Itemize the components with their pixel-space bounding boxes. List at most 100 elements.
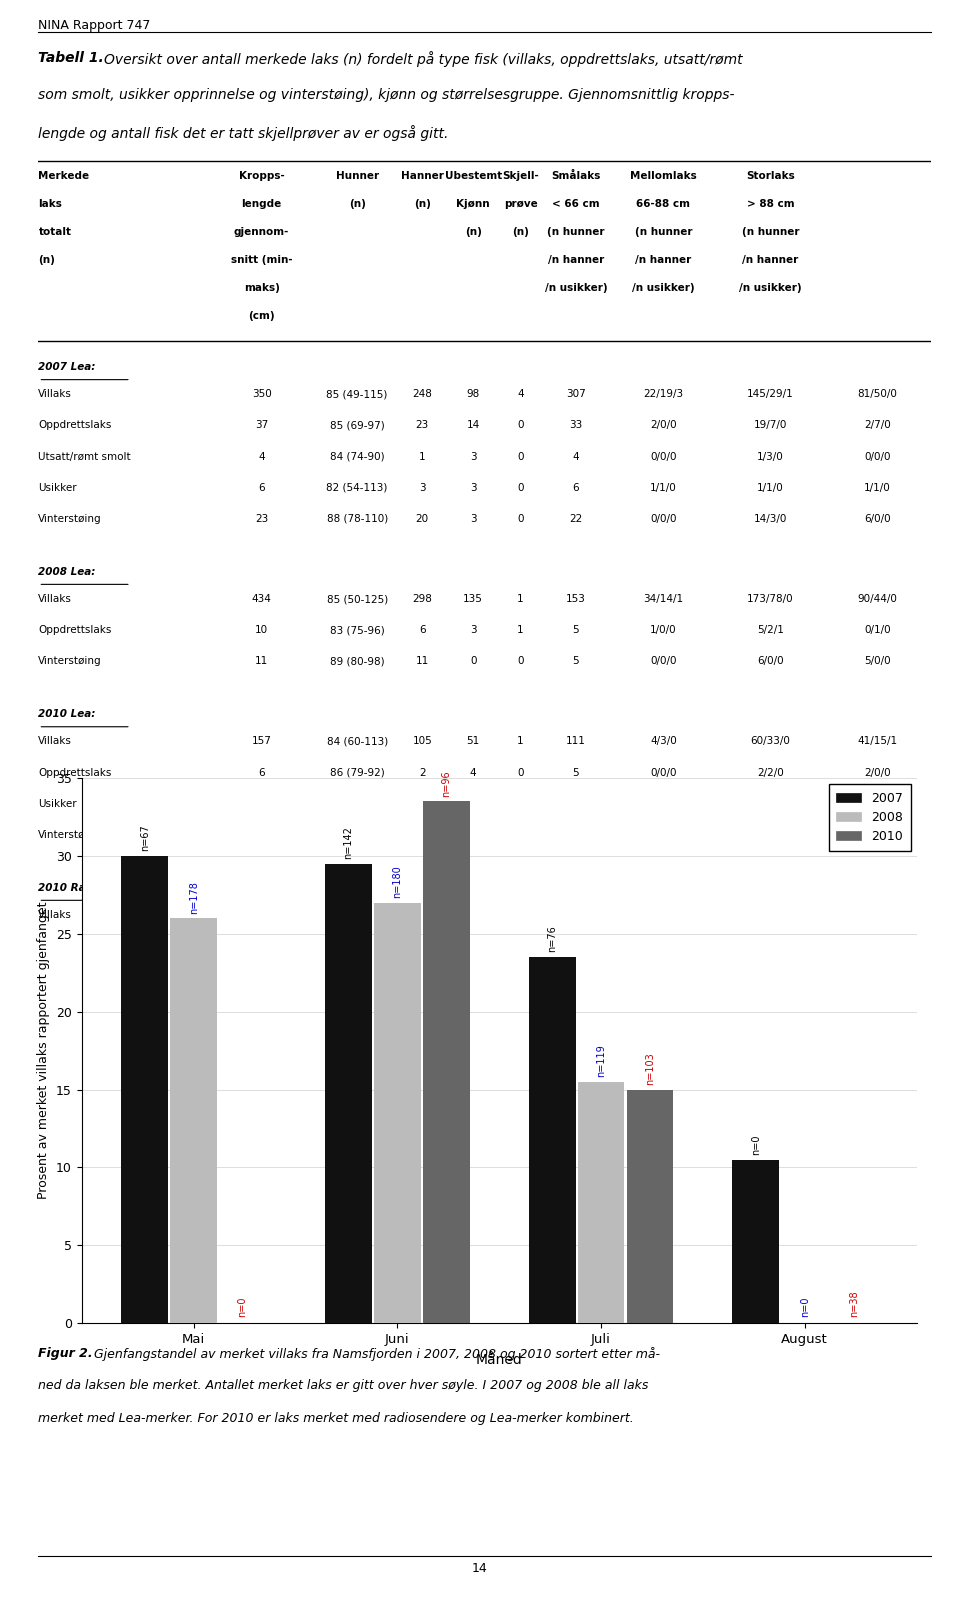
Text: n=103: n=103 <box>645 1052 655 1084</box>
Text: 0/0/0: 0/0/0 <box>650 656 677 666</box>
Text: 2010 Radio:: 2010 Radio: <box>38 882 108 892</box>
Text: 5: 5 <box>572 768 579 778</box>
X-axis label: Måned: Måned <box>476 1352 522 1367</box>
Text: 1/0/0: 1/0/0 <box>757 799 783 808</box>
Text: 6: 6 <box>258 768 265 778</box>
Text: merket med Lea-merker. For 2010 er laks merket med radiosendere og Lea-merker ko: merket med Lea-merker. For 2010 er laks … <box>38 1412 635 1424</box>
Text: 51: 51 <box>467 736 480 746</box>
Text: 0: 0 <box>875 829 881 840</box>
Text: 153: 153 <box>566 593 586 605</box>
Text: 0/0/0: 0/0/0 <box>864 452 891 462</box>
Text: maks): maks) <box>244 282 279 294</box>
Text: n=119: n=119 <box>596 1044 606 1078</box>
Text: 6: 6 <box>572 483 579 492</box>
Text: prøve: prøve <box>504 199 538 209</box>
Text: 0: 0 <box>470 829 476 840</box>
Text: 0: 0 <box>572 829 579 840</box>
Text: 84 (74-90): 84 (74-90) <box>330 452 384 462</box>
Text: 84 (60-113): 84 (60-113) <box>326 736 388 746</box>
Legend: 2007, 2008, 2010: 2007, 2008, 2010 <box>828 784 910 850</box>
Text: (n): (n) <box>348 199 366 209</box>
Text: 85 (50-125): 85 (50-125) <box>326 593 388 605</box>
Text: som smolt, usikker opprinnelse og vinterstøing), kjønn og størrelsesgruppe. Gjen: som smolt, usikker opprinnelse og vinter… <box>38 88 735 103</box>
Text: Gjenfangstandel av merket villaks fra Namsfjorden i 2007, 2008 og 2010 sortert e: Gjenfangstandel av merket villaks fra Na… <box>94 1347 660 1362</box>
Text: 2007 Lea:: 2007 Lea: <box>38 363 96 372</box>
Text: (n): (n) <box>465 228 482 237</box>
Text: 59: 59 <box>416 909 429 921</box>
Text: Smålaks: Smålaks <box>551 172 601 181</box>
Text: 85 (69-97): 85 (69-97) <box>329 420 385 430</box>
Text: 98: 98 <box>467 390 480 399</box>
Text: 4/3/0: 4/3/0 <box>650 736 677 746</box>
Text: 0: 0 <box>517 656 524 666</box>
Text: 27: 27 <box>467 909 480 921</box>
Text: 2/0/0: 2/0/0 <box>650 420 677 430</box>
Text: Storlaks: Storlaks <box>746 172 795 181</box>
Text: (n hunner: (n hunner <box>635 228 692 237</box>
Text: 85 (49-115): 85 (49-115) <box>326 390 388 399</box>
Text: 111: 111 <box>566 736 586 746</box>
Text: 1: 1 <box>517 626 524 635</box>
Text: /n hanner: /n hanner <box>742 255 799 265</box>
Text: 0/0/0: 0/0/0 <box>650 799 677 808</box>
Text: 4: 4 <box>517 390 524 399</box>
Text: 2010 Lea:: 2010 Lea: <box>38 709 96 719</box>
Text: 434: 434 <box>252 593 272 605</box>
Text: 78: 78 <box>350 829 364 840</box>
Bar <box>732 1160 780 1323</box>
Text: 3: 3 <box>469 483 476 492</box>
Text: 1/3/0: 1/3/0 <box>757 452 784 462</box>
Text: 0: 0 <box>517 829 524 840</box>
Text: 135: 135 <box>464 593 483 605</box>
Text: 0/1/0: 0/1/0 <box>864 626 891 635</box>
Text: 0: 0 <box>517 768 524 778</box>
Text: /n usikker): /n usikker) <box>544 282 607 294</box>
Text: n=178: n=178 <box>188 881 199 914</box>
Text: Hanner: Hanner <box>401 172 444 181</box>
Text: Villaks: Villaks <box>38 593 72 605</box>
Text: 6: 6 <box>258 483 265 492</box>
Text: n=142: n=142 <box>344 826 353 860</box>
Text: laks: laks <box>38 199 62 209</box>
Text: lengde: lengde <box>242 199 281 209</box>
Text: totalt: totalt <box>38 228 71 237</box>
Text: 89 (82-95): 89 (82-95) <box>329 799 385 808</box>
Text: 0/0/0: 0/0/0 <box>650 452 677 462</box>
Text: > 88 cm: > 88 cm <box>747 199 794 209</box>
Text: 22/19/3: 22/19/3 <box>643 390 684 399</box>
Text: 0: 0 <box>517 513 524 525</box>
Text: Usikker: Usikker <box>38 799 77 808</box>
Text: 0: 0 <box>517 483 524 492</box>
Text: 2/2/0: 2/2/0 <box>757 768 784 778</box>
Text: Kjønn: Kjønn <box>456 199 490 209</box>
Text: n=0: n=0 <box>800 1296 810 1317</box>
Text: 1/0/0: 1/0/0 <box>650 626 677 635</box>
Text: Oppdrettslaks: Oppdrettslaks <box>38 768 111 778</box>
Text: 11: 11 <box>255 656 268 666</box>
Text: 20/11/0: 20/11/0 <box>857 909 898 921</box>
Text: n=0: n=0 <box>751 1134 761 1155</box>
Text: Kropps-: Kropps- <box>239 172 284 181</box>
Text: Tabell 1.: Tabell 1. <box>38 51 104 66</box>
Text: Villaks: Villaks <box>38 909 72 921</box>
Text: 248: 248 <box>413 390 432 399</box>
Text: 2008 Lea:: 2008 Lea: <box>38 566 96 576</box>
Text: 39/16/3: 39/16/3 <box>751 909 790 921</box>
Text: 2: 2 <box>419 799 425 808</box>
Text: 6/0/0: 6/0/0 <box>757 656 783 666</box>
Text: (n): (n) <box>414 199 431 209</box>
Text: Usikker: Usikker <box>38 483 77 492</box>
Text: 5: 5 <box>572 656 579 666</box>
Text: 3: 3 <box>469 626 476 635</box>
Text: Vinterstøing: Vinterstøing <box>38 513 102 525</box>
Text: n=180: n=180 <box>393 865 402 898</box>
Text: 0: 0 <box>517 452 524 462</box>
Text: Oppdrettslaks: Oppdrettslaks <box>38 626 111 635</box>
Text: (n): (n) <box>38 255 56 265</box>
Bar <box>170 917 217 1323</box>
Text: 1: 1 <box>517 593 524 605</box>
Text: Figur 2.: Figur 2. <box>38 1347 93 1360</box>
Text: 90/44/0: 90/44/0 <box>857 593 898 605</box>
Text: 4: 4 <box>258 452 265 462</box>
Text: 1: 1 <box>419 452 425 462</box>
